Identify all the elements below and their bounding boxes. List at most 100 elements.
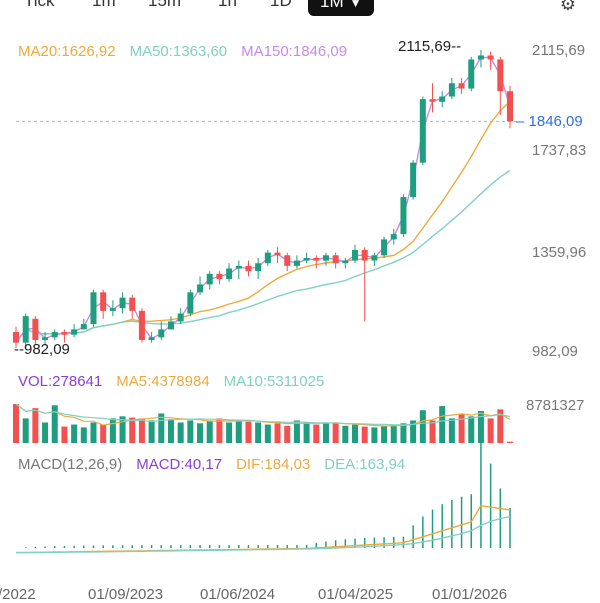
chevron-down-icon: ▼ [349, 0, 362, 10]
volume-bar [371, 427, 378, 443]
candle-body [61, 332, 68, 335]
candle-body [245, 265, 252, 272]
candle-body [468, 59, 475, 89]
macd-legend: MACD(12,26,9) MACD:40,17 DIF:184,03 DEA:163… [18, 456, 419, 473]
volume-bar [226, 422, 233, 443]
candle-body [148, 337, 155, 340]
candle-body [303, 257, 310, 261]
dea-value: DEA:163,94 [324, 456, 406, 473]
candle-body [109, 308, 116, 311]
tab-15m[interactable]: 15m [148, 0, 182, 10]
volume-bar [352, 424, 359, 443]
candle-body [264, 252, 271, 264]
tab-1d[interactable]: 1D [270, 0, 292, 10]
volume-bar [90, 422, 97, 443]
candle-body [400, 197, 407, 235]
candle-body [361, 249, 368, 261]
volume-bar [71, 424, 78, 443]
candle-body [129, 297, 136, 311]
tab-1mo-label: 1M [320, 0, 344, 11]
candle-body [187, 292, 194, 314]
ma20-line [15, 100, 511, 344]
volume-bar [12, 404, 20, 443]
high-marker: 2115,69-- [398, 38, 462, 55]
current-price-tag: – 1846,09 [516, 113, 583, 130]
ma50-line [15, 170, 511, 344]
candle-body [448, 83, 455, 97]
candle-body [167, 321, 174, 330]
volume-bar [410, 420, 417, 443]
volume-bar [167, 419, 174, 443]
volume-bar [303, 422, 310, 443]
candle-body [51, 332, 58, 338]
dif-line [15, 505, 511, 554]
candle-body [497, 59, 504, 92]
candle-body [42, 337, 49, 340]
volume-bar [313, 424, 320, 443]
candle-body [90, 292, 97, 325]
volume-bar [119, 416, 126, 443]
volume-bar [100, 424, 107, 443]
volume-bar [264, 424, 271, 443]
tab-1h[interactable]: 1h [218, 0, 237, 10]
candle-body [12, 332, 20, 343]
gear-icon[interactable]: ⚙ [559, 0, 576, 14]
ma50-value: MA50:1363,60 [129, 43, 228, 60]
volume-bar [506, 441, 514, 443]
volume-bar [42, 422, 49, 443]
tab-tick[interactable]: Tick [24, 0, 55, 10]
candle-body [410, 162, 417, 198]
tab-1m[interactable]: 1m [92, 0, 116, 10]
vol-value: VOL:278641 [18, 373, 103, 390]
volume-bar [342, 425, 349, 443]
candle-body [352, 249, 359, 261]
volume-bar [381, 425, 388, 443]
candle-body [429, 99, 436, 102]
candle-body [439, 96, 446, 102]
dea-line [16, 515, 511, 554]
candle-body [293, 260, 300, 266]
dif-value: DIF:184,03 [236, 456, 311, 473]
candle-body [419, 99, 426, 163]
candle-body [342, 260, 349, 264]
vol-ma10-value: MA10:5311025 [223, 373, 325, 390]
volume-bar [216, 418, 223, 443]
candle-body [284, 255, 291, 266]
volume-bar [487, 418, 494, 443]
volume-bar [477, 411, 484, 443]
candle-body [119, 297, 126, 309]
candle-body [100, 292, 107, 311]
volume-bar [390, 424, 397, 443]
volume-bar [419, 410, 426, 443]
ma150-value: MA150:1846,09 [241, 43, 348, 60]
volume-bar [332, 423, 339, 443]
volume-bar [129, 417, 136, 443]
ma20-value: MA20:1626,92 [18, 43, 116, 60]
y-label-high: 2115,69 [532, 42, 586, 59]
volume-bar [293, 420, 300, 443]
candle-body [477, 55, 484, 60]
candle-body [332, 255, 339, 264]
ma-legend: MA20:1626,92 MA50:1363,60 MA150:1846,09 [18, 43, 361, 60]
tab-1mo[interactable]: 1M ▼ [308, 0, 374, 16]
y-label-low: 982,09 [532, 343, 578, 360]
volume-bar [245, 421, 252, 443]
candle-body [390, 234, 397, 240]
volume-bar [235, 420, 242, 443]
y-label-2: 1737,83 [532, 142, 587, 159]
ma150-line [15, 56, 511, 344]
volume-bar [197, 423, 204, 443]
candle-body [32, 318, 39, 340]
volume-bar [32, 408, 39, 443]
candle-body [506, 91, 514, 122]
volume-bar [148, 420, 155, 443]
candle-body [371, 255, 378, 261]
x-label-2025: 01/04/2025 [318, 586, 394, 603]
candle-body [138, 310, 145, 340]
volume-bar [468, 416, 475, 443]
volume-bar [22, 418, 29, 443]
volume-bar [400, 423, 407, 443]
volume-bar [322, 422, 329, 443]
candle-body [255, 263, 262, 272]
